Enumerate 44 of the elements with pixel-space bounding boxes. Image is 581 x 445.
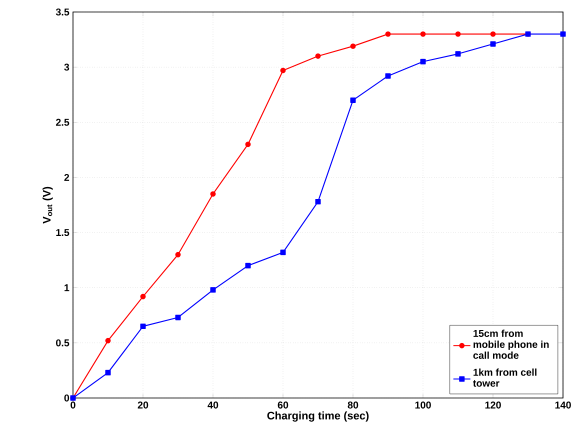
point — [175, 252, 181, 258]
x-axis-title: Charging time (sec) — [267, 411, 369, 422]
point — [420, 58, 426, 64]
point — [385, 73, 391, 79]
x-tick-label: 60 — [278, 402, 288, 409]
point — [350, 97, 356, 103]
point — [385, 31, 391, 37]
x-tick-label: 140 — [555, 402, 571, 409]
y-tick-label: 0 — [64, 394, 70, 402]
point — [280, 250, 286, 256]
point — [420, 31, 426, 37]
y-tick-label: 1 — [64, 284, 70, 292]
point — [245, 262, 251, 268]
point — [140, 324, 146, 330]
y-tick-label: 2.5 — [56, 118, 70, 126]
y-axis-title: V$_{out}$ (V) — [42, 186, 53, 224]
point — [350, 43, 356, 49]
x-tick-label: 120 — [485, 402, 501, 409]
x-tick-label: 100 — [415, 402, 431, 409]
x-tick-label: 20 — [138, 402, 148, 409]
legend-label: 15cm from mobile phone in call mode — [473, 330, 549, 359]
point — [210, 287, 216, 293]
x-tick-label: 80 — [348, 402, 358, 409]
point — [490, 31, 496, 37]
point — [560, 31, 566, 37]
x-tick-label: 0 — [70, 402, 76, 409]
point — [490, 41, 496, 47]
point — [315, 198, 321, 204]
point — [105, 370, 111, 376]
y-tick-label: 3 — [64, 64, 70, 71]
point — [280, 68, 286, 74]
point — [105, 338, 111, 344]
y-tick-label: 3.5 — [56, 8, 70, 16]
point — [455, 51, 461, 57]
y-tick-label: 0.5 — [56, 339, 70, 346]
y-tick-label: 2 — [64, 174, 70, 181]
point — [245, 142, 251, 148]
point — [210, 191, 216, 197]
legend-label: 1km from cell tower — [473, 368, 536, 387]
point — [455, 31, 461, 37]
point — [315, 53, 321, 59]
point — [140, 294, 146, 300]
x-tick-label: 40 — [208, 402, 218, 409]
y-tick-label: 1.5 — [56, 229, 70, 236]
